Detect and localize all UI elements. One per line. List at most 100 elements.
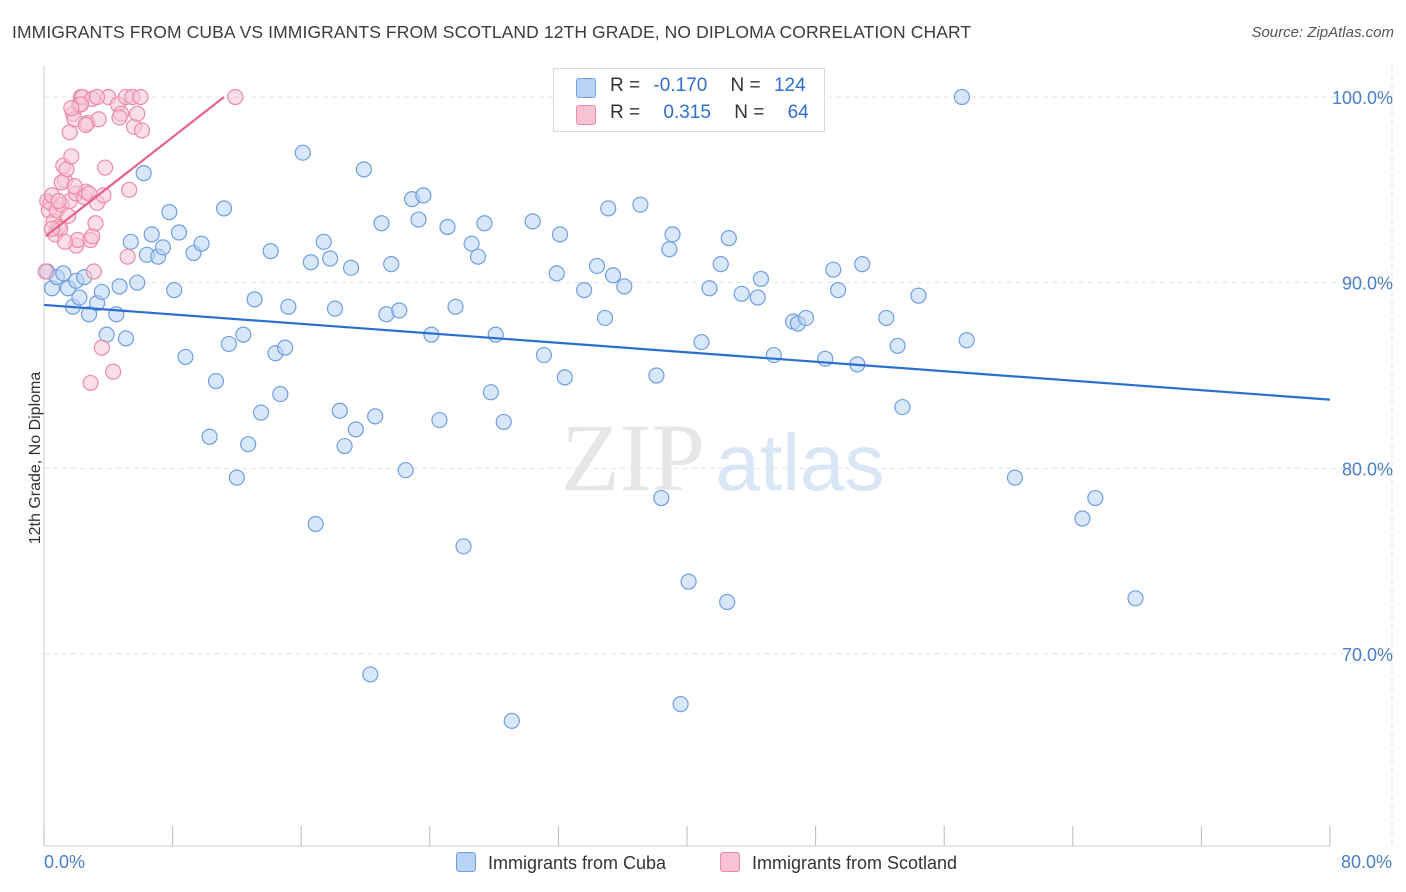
cuba-point xyxy=(878,309,895,327)
cuba-point xyxy=(315,233,332,250)
cuba-point xyxy=(135,165,152,182)
cuba-point xyxy=(469,248,487,265)
cuba-point xyxy=(240,436,257,453)
watermark-zip: ZIP xyxy=(561,404,705,511)
legend-n-label: N = xyxy=(734,102,765,123)
legend-r-value: -0.170 xyxy=(653,75,708,96)
y-tick-labels: 70.0% 80.0% 90.0% 100.0% xyxy=(1332,88,1393,665)
cuba-point xyxy=(326,300,344,317)
legend-r-label: R = xyxy=(610,75,641,96)
cuba-point xyxy=(55,265,72,282)
cuba-point xyxy=(551,226,569,243)
cuba-point xyxy=(280,298,297,315)
scotland-point xyxy=(87,215,104,232)
cuba-point xyxy=(524,213,541,230)
cuba-trend-line xyxy=(43,303,1331,401)
y-axis-label: 12th Grade, No Diploma xyxy=(27,371,44,545)
cuba-point xyxy=(246,291,263,308)
cuba-point xyxy=(439,218,456,236)
cuba-point xyxy=(383,256,400,273)
scotland-point xyxy=(77,116,94,133)
scotland-points xyxy=(37,88,244,392)
cuba-legend-label: Immigrants from Cuba xyxy=(488,853,667,873)
cuba-point xyxy=(600,200,617,217)
scotland-legend-label: Immigrants from Scotland xyxy=(752,853,958,873)
scotland-point xyxy=(132,88,149,106)
cuba-point xyxy=(367,408,384,425)
legend-r-value: 0.315 xyxy=(663,102,711,123)
cuba-point xyxy=(648,367,665,384)
cuba-point xyxy=(797,309,815,327)
cuba-point xyxy=(953,88,970,106)
cuba-point xyxy=(548,265,565,282)
watermark-atlas: atlas xyxy=(716,418,885,507)
cuba-point xyxy=(362,666,379,683)
cuba-point xyxy=(616,278,633,295)
cuba-point xyxy=(431,411,448,429)
cuba-point xyxy=(252,404,270,421)
cuba-point xyxy=(342,259,360,276)
cuba-point xyxy=(733,285,750,302)
scotland-point xyxy=(121,181,138,198)
cuba-point xyxy=(307,515,324,533)
watermark: ZIP atlas xyxy=(561,404,884,511)
legend-item-scotland: Immigrants from Scotland xyxy=(720,852,957,874)
cuba-point xyxy=(752,270,770,288)
cuba-swatch xyxy=(576,78,596,98)
cuba-point xyxy=(129,274,146,291)
cuba-point xyxy=(720,230,737,247)
cuba-point xyxy=(604,267,622,284)
cuba-point xyxy=(830,281,847,299)
cuba-point xyxy=(672,696,689,713)
cuba-point xyxy=(894,398,911,416)
cuba-point xyxy=(117,330,135,347)
cuba-point xyxy=(302,254,319,271)
cuba-point xyxy=(347,421,364,438)
scotland-point xyxy=(133,122,151,139)
cuba-point xyxy=(410,211,427,228)
cuba-point xyxy=(576,281,593,299)
cuba-point xyxy=(476,215,493,232)
cuba-point xyxy=(166,281,183,299)
scotland-point xyxy=(50,192,67,210)
cuba-point xyxy=(336,437,353,455)
cuba-point xyxy=(495,413,512,431)
scotland-point xyxy=(56,233,73,250)
cuba-point xyxy=(322,250,339,267)
cuba-point xyxy=(93,283,110,301)
cuba-point xyxy=(1006,469,1024,486)
gridlines xyxy=(44,66,1393,846)
cuba-point xyxy=(817,350,834,367)
cuba-point xyxy=(463,235,480,252)
cuba-point xyxy=(958,332,975,349)
scotland-point xyxy=(66,178,83,195)
cuba-point xyxy=(447,298,464,315)
scotland-point xyxy=(96,159,114,176)
cuba-point xyxy=(122,233,139,250)
cuba-point xyxy=(719,593,736,611)
cuba-point xyxy=(701,280,718,297)
chart-title: IMMIGRANTS FROM CUBA VS IMMIGRANTS FROM … xyxy=(12,22,972,42)
cuba-point xyxy=(397,462,414,479)
cuba-point xyxy=(220,335,237,353)
cuba-point xyxy=(80,306,98,323)
scotland-point xyxy=(227,88,244,106)
cuba-point xyxy=(664,226,681,243)
legend-r-label: R = xyxy=(610,102,641,123)
cuba-point xyxy=(161,204,178,221)
y-tick-label: 90.0% xyxy=(1342,274,1393,294)
cuba-point xyxy=(373,215,390,232)
cuba-point xyxy=(588,257,606,275)
cuba-point xyxy=(277,339,294,356)
cuba-point xyxy=(262,243,279,260)
cuba-point xyxy=(825,261,842,278)
cuba-point xyxy=(693,333,710,351)
scotland-point xyxy=(82,374,99,392)
cuba-point xyxy=(765,346,782,364)
legend-n-value: 64 xyxy=(787,102,809,123)
cuba-point xyxy=(632,196,649,213)
cuba-point xyxy=(201,428,218,445)
cuba-point xyxy=(170,224,188,241)
cuba-point xyxy=(482,384,499,401)
